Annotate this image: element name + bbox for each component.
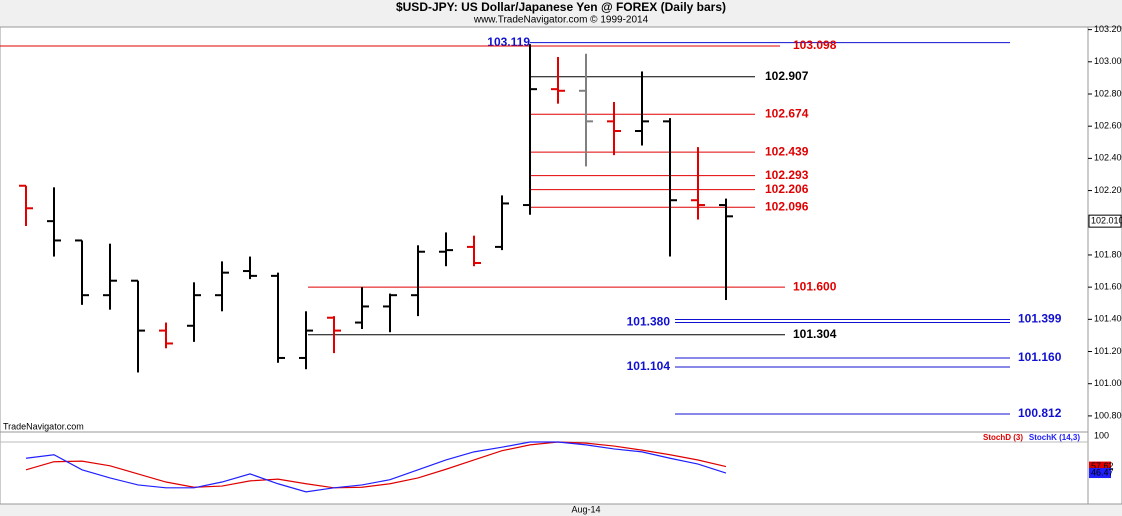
y-tick-label: 102.400 <box>1094 153 1122 163</box>
price-axis <box>1087 26 1122 505</box>
stoch-panel <box>0 431 1089 505</box>
main-panel <box>0 26 1089 433</box>
level-label: 103.098 <box>793 38 837 52</box>
y-tick-label: 100 <box>1094 430 1109 440</box>
level-label: 101.600 <box>793 279 837 293</box>
chart-title: $USD-JPY: US Dollar/Japanese Yen @ FOREX… <box>396 0 726 14</box>
level-label: 102.907 <box>765 69 809 83</box>
y-tick-label: 103.000 <box>1094 56 1122 66</box>
legend-entry: StochK (14,3) <box>1029 433 1080 442</box>
last-value-label: 57.62 <box>1091 461 1114 471</box>
stoch-line <box>25 441 727 493</box>
level-label: 102.674 <box>765 106 809 120</box>
last-value-box <box>1089 461 1111 472</box>
y-tick-label: 101.600 <box>1094 282 1122 292</box>
y-tick-label: 100.800 <box>1094 410 1122 420</box>
level-label: 102.096 <box>765 199 809 213</box>
source-label: TradeNavigator.com <box>3 421 84 431</box>
level-label: 102.206 <box>765 182 809 196</box>
level-label: 101.380 <box>627 315 671 329</box>
last-price-label: 102.010 <box>1091 216 1122 226</box>
y-tick-label: 101.000 <box>1094 378 1122 388</box>
y-tick-label: 102.200 <box>1094 185 1122 195</box>
level-label: 102.439 <box>765 144 809 158</box>
y-tick-label: 102.600 <box>1094 121 1122 131</box>
y-tick-label: 101.400 <box>1094 314 1122 324</box>
legend-entry: StochD (3) <box>983 433 1023 442</box>
y-tick-label: 102.800 <box>1094 88 1122 98</box>
level-label: 101.160 <box>1018 350 1062 364</box>
level-label: 100.812 <box>1018 406 1062 420</box>
level-label: 101.399 <box>1018 312 1062 326</box>
x-tick-label: Aug-14 <box>571 504 600 514</box>
y-tick-label: 103.200 <box>1094 24 1122 34</box>
last-price-box <box>1088 214 1122 228</box>
y-tick-label: 101.200 <box>1094 346 1122 356</box>
chart-subtitle: www.TradeNavigator.com © 1999-2014 <box>473 15 649 26</box>
y-tick-label: 101.800 <box>1094 249 1122 259</box>
last-value-label: 46.47 <box>1091 467 1114 477</box>
level-label: 101.104 <box>627 359 671 373</box>
last-value-box <box>1089 468 1111 479</box>
stoch-line <box>25 441 727 489</box>
level-label: 101.304 <box>793 327 837 341</box>
level-label: 102.293 <box>765 168 809 182</box>
level-label: 103.119 <box>487 35 530 49</box>
